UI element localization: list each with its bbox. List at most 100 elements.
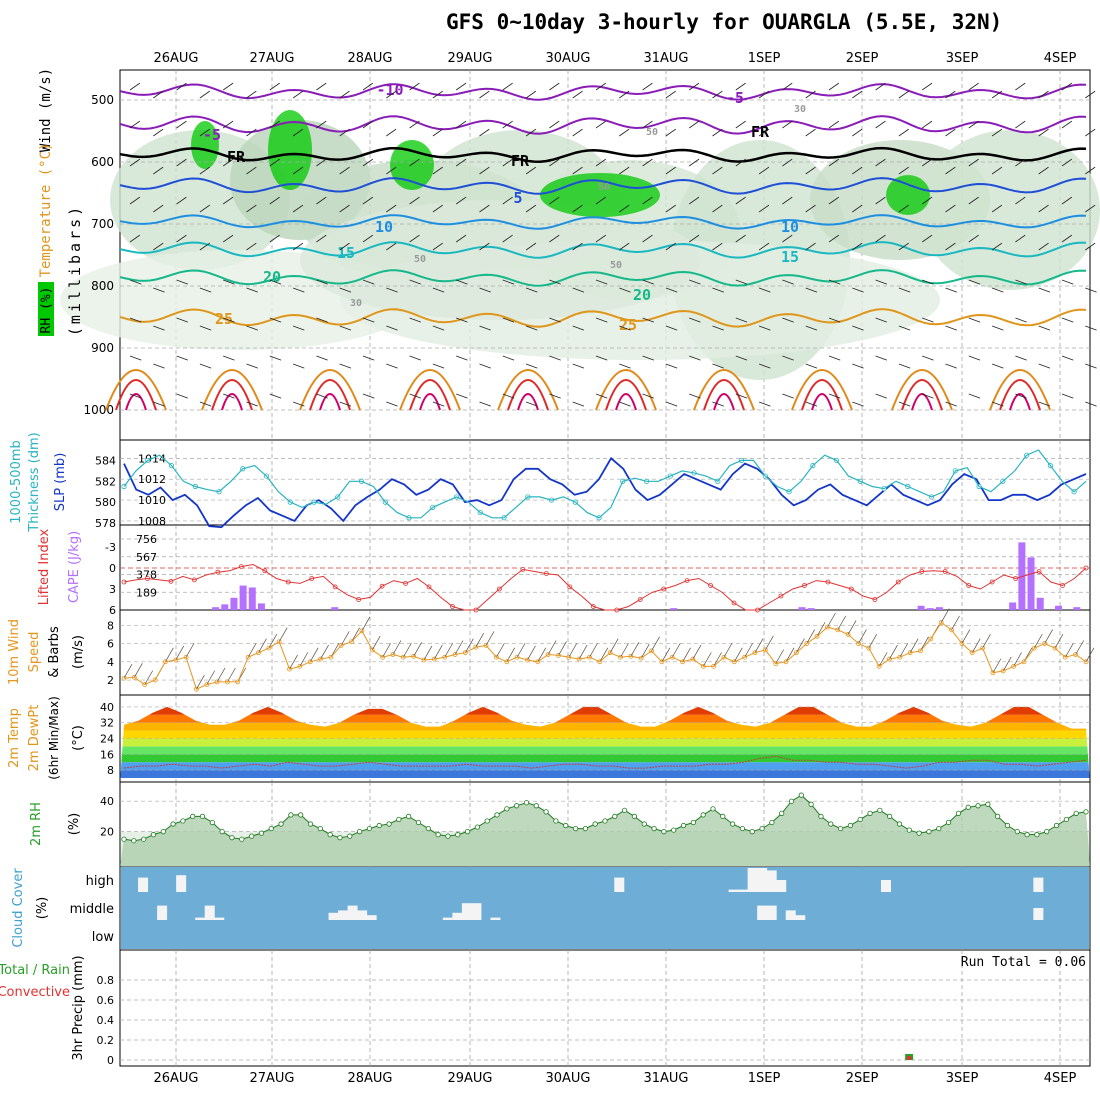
wind-barb bbox=[525, 204, 537, 213]
wind-barb bbox=[712, 287, 724, 293]
date-label-top: 29AUG bbox=[447, 51, 492, 66]
wind-barb bbox=[595, 355, 608, 361]
rh2m-point bbox=[376, 822, 382, 829]
thickness-line bbox=[123, 449, 1087, 519]
wind-barb bbox=[665, 166, 676, 175]
lifted-index-tick-label: -3 bbox=[105, 541, 116, 554]
wind10-barb bbox=[909, 638, 919, 653]
wind-barb bbox=[968, 279, 981, 285]
wind-barb bbox=[316, 393, 328, 399]
wind10-barb bbox=[651, 636, 660, 652]
contour-label: 15 bbox=[781, 248, 799, 266]
rh2m-point bbox=[1083, 809, 1089, 815]
wind10-speed-label: Speed bbox=[27, 632, 42, 673]
cape-bar bbox=[1055, 605, 1063, 610]
wind10-tick-label: 2 bbox=[107, 674, 114, 687]
rh2m-point bbox=[582, 825, 588, 832]
wind-barb bbox=[852, 90, 863, 99]
panel-frame-precip bbox=[119, 949, 1091, 1067]
wind-barb bbox=[619, 401, 631, 407]
contour-label: 30 bbox=[794, 104, 806, 115]
wind-barb bbox=[968, 82, 979, 91]
wind-barb bbox=[805, 90, 816, 99]
wind10-barbs-label: & Barbs bbox=[47, 626, 62, 678]
wind-barb bbox=[852, 204, 863, 213]
rh2m-point bbox=[347, 833, 353, 839]
wind-barb bbox=[1061, 355, 1074, 361]
wind-barb bbox=[758, 325, 771, 331]
wind-barb bbox=[269, 393, 282, 399]
temp2m-tick-label: 16 bbox=[100, 748, 114, 761]
wind-barb bbox=[1038, 242, 1049, 251]
contour-label: -10 bbox=[376, 81, 403, 99]
wind-barb bbox=[479, 287, 491, 293]
rh2m-point bbox=[877, 807, 883, 813]
wind-barb bbox=[479, 90, 490, 99]
rh2m-point bbox=[622, 807, 628, 813]
wind-barb bbox=[619, 242, 630, 251]
wind-barb bbox=[222, 196, 234, 205]
wind-barb bbox=[642, 196, 653, 205]
wind-barb bbox=[595, 279, 608, 285]
wind10-barb bbox=[971, 638, 981, 653]
wind-barb bbox=[665, 90, 676, 99]
rh2m-point bbox=[249, 833, 255, 839]
wind-barb bbox=[409, 234, 420, 243]
wind-barb bbox=[199, 363, 212, 369]
rh2m-point bbox=[150, 832, 157, 838]
thickness-tick-label: 580 bbox=[95, 496, 116, 509]
wind10-barb bbox=[899, 643, 909, 658]
wind-barb bbox=[176, 120, 187, 129]
temp2m-unit-label: (°C) bbox=[71, 725, 86, 751]
rh2m-point bbox=[298, 812, 304, 818]
rh2m-point bbox=[887, 813, 893, 820]
wind10-barb bbox=[640, 643, 650, 659]
wind-barb bbox=[1038, 204, 1049, 213]
wind-barb bbox=[782, 196, 793, 205]
wind-barb bbox=[502, 355, 515, 361]
wind-barb bbox=[549, 120, 560, 129]
wind-barb bbox=[1061, 196, 1073, 205]
wind-barb bbox=[805, 325, 818, 331]
wind-barb bbox=[1038, 90, 1049, 99]
temp2m-tick-label: 8 bbox=[107, 764, 114, 777]
cloud-bar-high bbox=[138, 877, 149, 892]
wind-barb bbox=[758, 90, 770, 99]
rh2m-point bbox=[837, 825, 844, 832]
wind-barb bbox=[712, 325, 724, 331]
wind-barb bbox=[572, 204, 583, 213]
wind-barb bbox=[689, 279, 701, 285]
rh2m-point bbox=[553, 818, 559, 824]
wind-barb bbox=[292, 204, 304, 213]
rh2m-point bbox=[1063, 816, 1069, 823]
precip-bar-convective bbox=[907, 1056, 912, 1060]
wind-barb bbox=[479, 242, 490, 251]
wind10-barb bbox=[723, 643, 733, 658]
cloud-background bbox=[121, 867, 1089, 949]
wind-barb bbox=[362, 317, 375, 323]
rh2m-point bbox=[543, 809, 549, 815]
rh2m-point bbox=[258, 830, 265, 836]
wind-barb bbox=[176, 279, 189, 285]
wind10-barb bbox=[754, 638, 764, 653]
wind10-barb bbox=[568, 643, 578, 658]
precip-tick-label: 0.8 bbox=[97, 974, 115, 987]
cape-bar bbox=[1073, 607, 1081, 610]
freezing-level-contour bbox=[119, 146, 1087, 163]
cloud-bar-high bbox=[738, 889, 749, 892]
wind-barb bbox=[1061, 234, 1073, 243]
rh2m-point bbox=[327, 832, 333, 838]
wind10-barb bbox=[402, 643, 412, 658]
wind-barb bbox=[898, 401, 911, 407]
wind10-barb bbox=[1002, 656, 1012, 672]
wind-barb bbox=[246, 363, 258, 369]
wind-barb bbox=[572, 128, 583, 137]
date-label-bottom: 4SEP bbox=[1044, 1071, 1077, 1086]
rh2m-point bbox=[1044, 828, 1050, 835]
wind-barb bbox=[712, 90, 723, 99]
wind-barb bbox=[805, 242, 816, 251]
rh2m-point bbox=[749, 828, 755, 835]
cape-bar bbox=[239, 585, 247, 610]
temp-contour-35 bbox=[115, 379, 157, 411]
wind10-barb bbox=[744, 643, 753, 658]
